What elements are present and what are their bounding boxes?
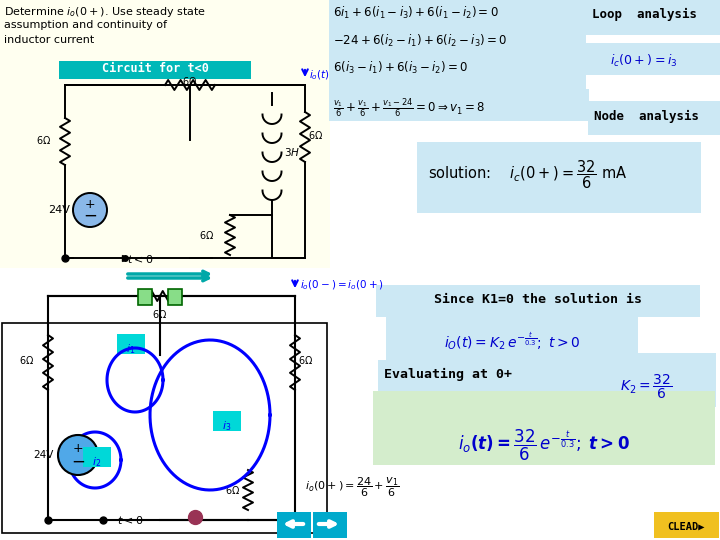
Text: $6\Omega$: $6\Omega$ [19,354,34,366]
Text: $i_c(0+) = i_3$: $i_c(0+) = i_3$ [611,53,678,69]
Text: $i_o(0+) = \dfrac{24}{6}+\dfrac{v_1}{6}$: $i_o(0+) = \dfrac{24}{6}+\dfrac{v_1}{6}$ [305,476,400,500]
FancyBboxPatch shape [654,512,719,538]
Text: $t < 0$: $t < 0$ [117,514,143,526]
Text: assumption and continuity of: assumption and continuity of [4,20,167,30]
Text: $i_o(t)$: $i_o(t)$ [309,68,330,82]
Text: +: + [73,442,84,455]
Text: $6\Omega$: $6\Omega$ [199,229,214,241]
Text: $6i_1 + 6(i_1-i_3) + 6(i_1-i_2) = 0$: $6i_1 + 6(i_1-i_3) + 6(i_1-i_2) = 0$ [333,5,499,21]
FancyBboxPatch shape [373,391,715,465]
FancyBboxPatch shape [386,312,638,360]
Text: +: + [85,198,95,211]
Circle shape [73,193,107,227]
FancyBboxPatch shape [568,43,720,75]
Text: Circuit for t<0: Circuit for t<0 [102,62,208,75]
Text: $i_O(t) = K_2\,e^{-\frac{t}{0.3}};\; t>0$: $i_O(t) = K_2\,e^{-\frac{t}{0.3}};\; t>0… [444,330,580,352]
Text: 24V: 24V [34,450,54,460]
Text: solution:    $i_c(0+) = \dfrac{32}{6}$ mA: solution: $i_c(0+) = \dfrac{32}{6}$ mA [428,158,627,191]
Text: $i_o(0-) = i_o(0+)$: $i_o(0-) = i_o(0+)$ [300,278,384,292]
Text: $\frac{v_1}{6}+\frac{v_1}{6}+\frac{v_1-24}{6}=0\Rightarrow v_1=8$: $\frac{v_1}{6}+\frac{v_1}{6}+\frac{v_1-2… [333,97,485,120]
FancyBboxPatch shape [277,512,311,538]
Text: Evaluating at 0+: Evaluating at 0+ [384,368,512,381]
FancyBboxPatch shape [117,334,145,354]
Text: $6(i_3-i_1) + 6(i_3-i_2) = 0$: $6(i_3-i_1) + 6(i_3-i_2) = 0$ [333,60,468,76]
Text: $t < 0$: $t < 0$ [127,253,153,265]
Text: $6\Omega$: $6\Omega$ [308,129,323,141]
Text: $6\Omega$: $6\Omega$ [182,75,197,87]
FancyBboxPatch shape [417,142,701,213]
Text: Loop  analysis: Loop analysis [592,8,697,21]
Text: −: − [71,453,85,471]
FancyBboxPatch shape [378,360,577,392]
Text: $i_2$: $i_2$ [92,455,102,469]
FancyBboxPatch shape [586,0,720,35]
FancyBboxPatch shape [168,289,182,305]
Text: $K_2 = \dfrac{32}{6}$: $K_2 = \dfrac{32}{6}$ [620,373,672,401]
FancyBboxPatch shape [59,61,251,79]
Circle shape [58,435,98,475]
FancyBboxPatch shape [138,289,152,305]
Text: $6\Omega$: $6\Omega$ [298,354,313,366]
FancyBboxPatch shape [588,101,720,135]
FancyBboxPatch shape [2,323,327,533]
Text: Node  analysis: Node analysis [594,110,699,123]
FancyBboxPatch shape [213,411,241,431]
FancyBboxPatch shape [313,512,347,538]
FancyBboxPatch shape [376,285,700,317]
Text: Since K1=0 the solution is: Since K1=0 the solution is [434,293,642,306]
FancyBboxPatch shape [329,89,589,121]
FancyBboxPatch shape [83,447,111,467]
FancyBboxPatch shape [576,353,716,407]
Text: $6\Omega$: $6\Omega$ [153,308,168,320]
Text: $6\Omega$: $6\Omega$ [225,484,240,496]
Text: inductor current: inductor current [4,35,94,45]
FancyBboxPatch shape [0,0,330,268]
Text: $i_3$: $i_3$ [222,419,232,433]
Text: −: − [83,207,97,225]
Text: $-24 + 6(i_2-i_1) + 6(i_2-i_3) = 0$: $-24 + 6(i_2-i_1) + 6(i_2-i_3) = 0$ [333,33,507,49]
Text: $\boldsymbol{i_o(t) = \dfrac{32}{6}\,e^{-\frac{t}{0.3}};\; t>0}$: $\boldsymbol{i_o(t) = \dfrac{32}{6}\,e^{… [458,428,630,463]
Text: Determine $i_o(0+)$. Use steady state: Determine $i_o(0+)$. Use steady state [4,5,206,19]
Text: $3H$: $3H$ [284,146,300,158]
Text: $i_1$: $i_1$ [126,342,135,356]
Text: CLEAD▶: CLEAD▶ [667,522,705,532]
FancyBboxPatch shape [329,0,586,91]
Text: $6\Omega$: $6\Omega$ [36,134,51,146]
Text: 24V: 24V [48,205,70,215]
